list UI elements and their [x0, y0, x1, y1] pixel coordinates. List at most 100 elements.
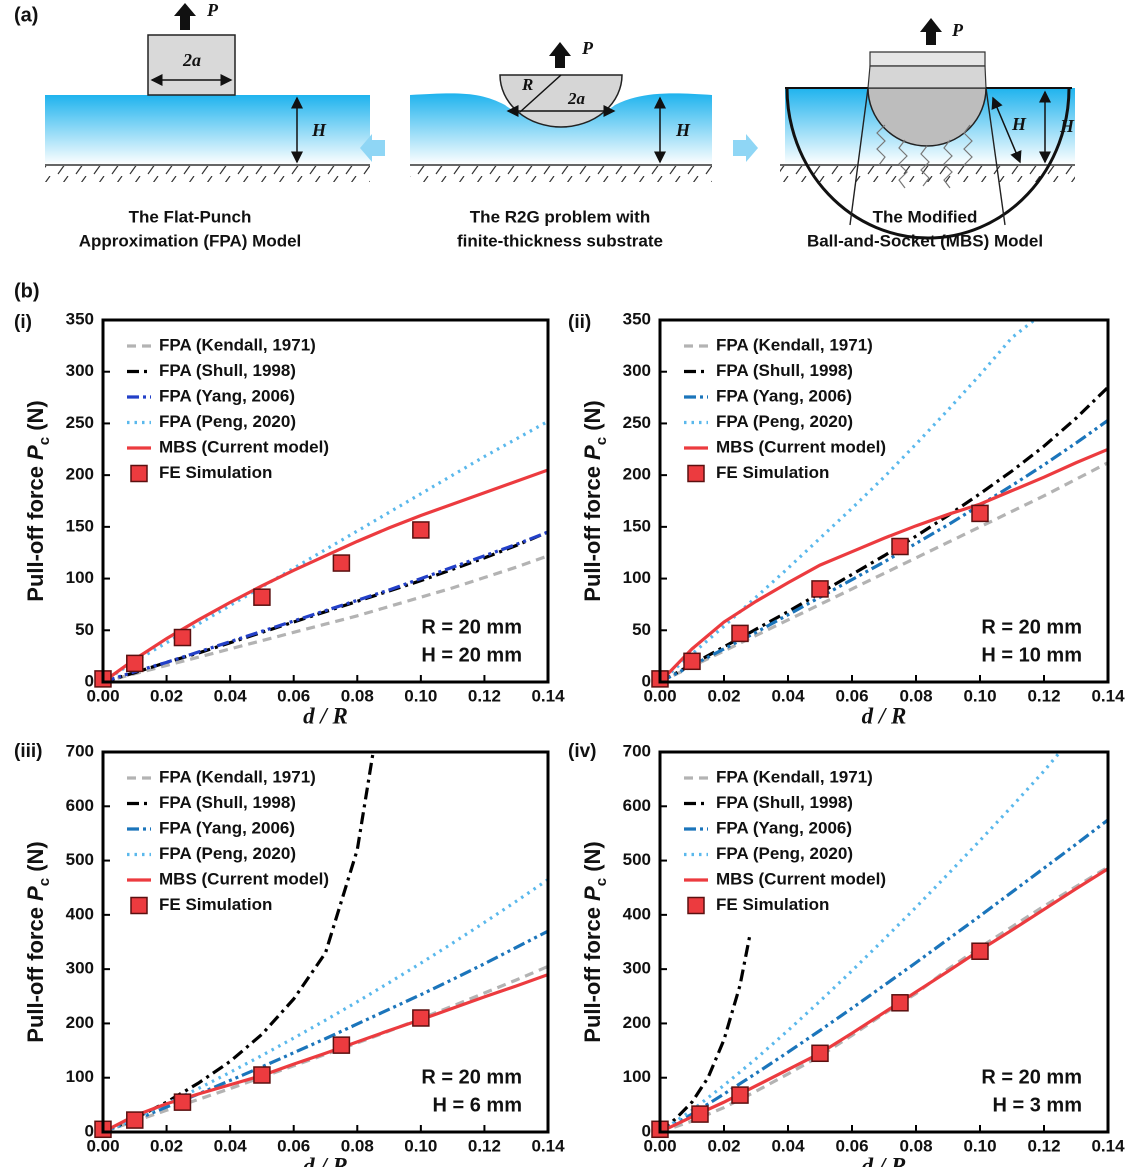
y-axis-label-part: Pull-off force: [580, 460, 605, 602]
series-line: [660, 419, 1108, 682]
x-axis-label: d / R: [303, 703, 348, 728]
x-tick-label: 0.02: [707, 686, 740, 705]
y-tick-label: 400: [623, 904, 651, 923]
x-axis-label: d / R: [303, 1153, 348, 1167]
y-tick-label: 250: [66, 413, 94, 432]
caption: The Flat-Punch: [129, 207, 252, 226]
legend-label: FPA (Peng, 2020): [716, 844, 853, 863]
y-tick-label: 350: [623, 309, 651, 328]
y-tick-label: 150: [66, 516, 94, 535]
y-tick-label: 300: [66, 959, 94, 978]
y-axis-label-part: P: [580, 886, 605, 901]
x-tick-label: 0.02: [150, 1136, 183, 1155]
thickness-label: H: [1059, 116, 1075, 136]
fpa-diagram: 2a P H: [45, 0, 370, 182]
x-tick-label: 0.00: [86, 686, 119, 705]
data-point: [126, 1111, 144, 1129]
data-point: [253, 588, 271, 606]
y-tick-label: 300: [623, 959, 651, 978]
data-point: [332, 554, 351, 572]
x-tick-label: 0.12: [468, 686, 501, 705]
arrow: [360, 134, 385, 162]
legend-label: FPA (Yang, 2006): [159, 386, 295, 405]
legend-label: FPA (Kendall, 1971): [716, 335, 873, 354]
data-point: [253, 1066, 271, 1084]
annotation: H = 6 mm: [433, 1094, 522, 1116]
data-point: [731, 1086, 749, 1104]
y-axis-label: Pull-off force Pc (N): [580, 841, 611, 1042]
x-tick-label: 0.14: [1091, 686, 1125, 705]
legend-marker: [687, 464, 705, 483]
y-tick-label: 500: [623, 850, 651, 869]
x-axis-label: d / R: [862, 703, 907, 728]
y-tick-label: 250: [623, 413, 651, 432]
panel-label: (a): [14, 4, 38, 26]
legend-label: FE Simulation: [716, 463, 829, 482]
y-axis-label-part: Pull-off force: [23, 901, 48, 1043]
annotation: H = 3 mm: [993, 1094, 1082, 1116]
r2g-diagram: R 2a P H: [410, 38, 712, 182]
series-line: [660, 818, 1108, 1132]
y-tick-label: 0: [642, 671, 651, 690]
y-axis-label-part: P: [23, 886, 48, 901]
series-line: [660, 447, 1108, 682]
width-label: 2a: [567, 89, 586, 108]
force-label: P: [206, 0, 219, 20]
y-axis-label-part: (N): [580, 841, 605, 878]
mbs-diagram: H P H: [780, 18, 1075, 240]
y-tick-label: 500: [66, 850, 94, 869]
x-tick-label: 0.04: [214, 1136, 248, 1155]
legend-label: FPA (Shull, 1998): [159, 361, 296, 380]
data-point: [811, 1044, 829, 1063]
x-tick-label: 0.06: [835, 686, 868, 705]
legend-label: FE Simulation: [716, 895, 829, 914]
data-point: [971, 504, 989, 523]
data-point: [412, 1009, 430, 1027]
legend-label: FPA (Yang, 2006): [716, 386, 852, 405]
legend-label: FPA (Peng, 2020): [159, 412, 296, 431]
data-point: [683, 652, 701, 671]
legend-label: FPA (Shull, 1998): [716, 793, 853, 812]
y-axis-label-part: c: [593, 437, 610, 445]
series-line: [103, 554, 548, 682]
data-point: [891, 994, 909, 1012]
annotation: H = 10 mm: [981, 644, 1082, 666]
series-line: [660, 461, 1108, 682]
annotation: R = 20 mm: [421, 1066, 522, 1088]
x-tick-label: 0.10: [963, 686, 996, 705]
legend-label: FPA (Yang, 2006): [159, 818, 295, 837]
legend-marker: [130, 464, 148, 483]
data-point: [332, 1036, 351, 1054]
data-point: [971, 942, 989, 960]
y-tick-label: 50: [632, 620, 651, 639]
x-tick-label: 0.12: [1027, 686, 1060, 705]
force-label: P: [581, 38, 594, 58]
legend-label: MBS (Current model): [716, 869, 886, 888]
y-axis-label: Pull-off force Pc (N): [23, 400, 54, 601]
data-point: [412, 521, 430, 539]
y-tick-label: 200: [623, 1013, 651, 1032]
panel-label: (iii): [14, 741, 43, 762]
x-tick-label: 0.12: [468, 1136, 501, 1155]
legend-label: MBS (Current model): [159, 437, 329, 456]
data-point: [173, 628, 192, 647]
annotation: R = 20 mm: [981, 1066, 1082, 1088]
y-axis-label-part: (N): [23, 400, 48, 437]
legend-label: FPA (Kendall, 1971): [716, 767, 873, 786]
x-tick-label: 0.00: [86, 1136, 119, 1155]
x-tick-label: 0.00: [643, 1136, 676, 1155]
y-tick-label: 50: [75, 620, 94, 639]
legend-label: MBS (Current model): [716, 437, 886, 456]
series-line: [103, 419, 548, 682]
width-label: 2a: [182, 50, 201, 70]
x-tick-label: 0.04: [214, 686, 248, 705]
y-tick-label: 600: [66, 796, 94, 815]
caption: The R2G problem with: [470, 207, 650, 226]
plot-frame: [101, 318, 550, 684]
legend-label: FE Simulation: [159, 895, 272, 914]
legend-label: FPA (Shull, 1998): [716, 361, 853, 380]
x-tick-label: 0.08: [899, 686, 932, 705]
y-tick-label: 300: [623, 361, 651, 380]
legend-label: FPA (Kendall, 1971): [159, 335, 316, 354]
y-tick-label: 200: [66, 465, 94, 484]
